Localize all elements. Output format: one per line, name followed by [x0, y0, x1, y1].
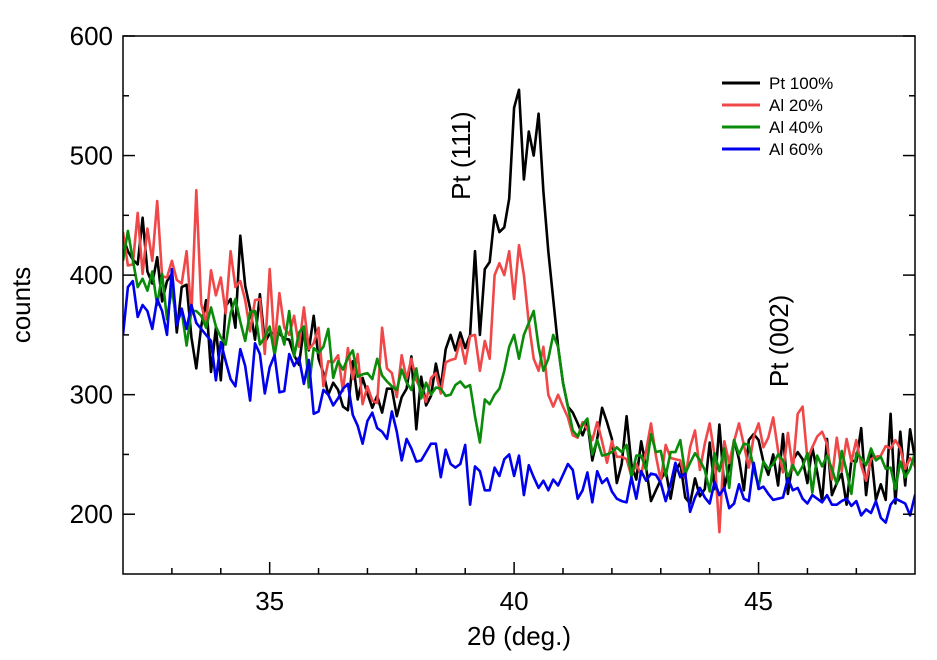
- y-axis-title: counts: [6, 267, 36, 344]
- x-tick-label: 35: [255, 586, 284, 616]
- tick-layer: 35 40 45 200 300 400 500 600: [70, 21, 915, 616]
- series-line-2: [123, 188, 915, 534]
- legend-label-1: Pt 100%: [769, 74, 833, 93]
- x-tick-label: 45: [744, 586, 773, 616]
- y-tick-label: 400: [70, 260, 113, 290]
- legend-label-3: Al 40%: [769, 118, 823, 137]
- y-tick-label: 200: [70, 499, 113, 529]
- x-tick-label: 40: [500, 586, 529, 616]
- annotation-layer: Pt (111) Pt (002): [446, 111, 794, 387]
- x-axis-title: 2θ (deg.): [467, 621, 571, 651]
- peak-annotation-1: Pt (111): [446, 111, 476, 200]
- series-layer: [123, 88, 915, 534]
- legend-label-4: Al 60%: [769, 140, 823, 159]
- y-tick-label: 300: [70, 380, 113, 410]
- y-tick-label: 500: [70, 141, 113, 171]
- peak-annotation-2: Pt (002): [764, 295, 794, 388]
- series-line-3: [123, 229, 915, 496]
- y-tick-label: 600: [70, 21, 113, 51]
- plot-frame: [122, 35, 916, 575]
- legend-label-2: Al 20%: [769, 96, 823, 115]
- legend: Pt 100% Al 20% Al 40% Al 60%: [722, 74, 833, 159]
- series-line-4: [123, 267, 915, 524]
